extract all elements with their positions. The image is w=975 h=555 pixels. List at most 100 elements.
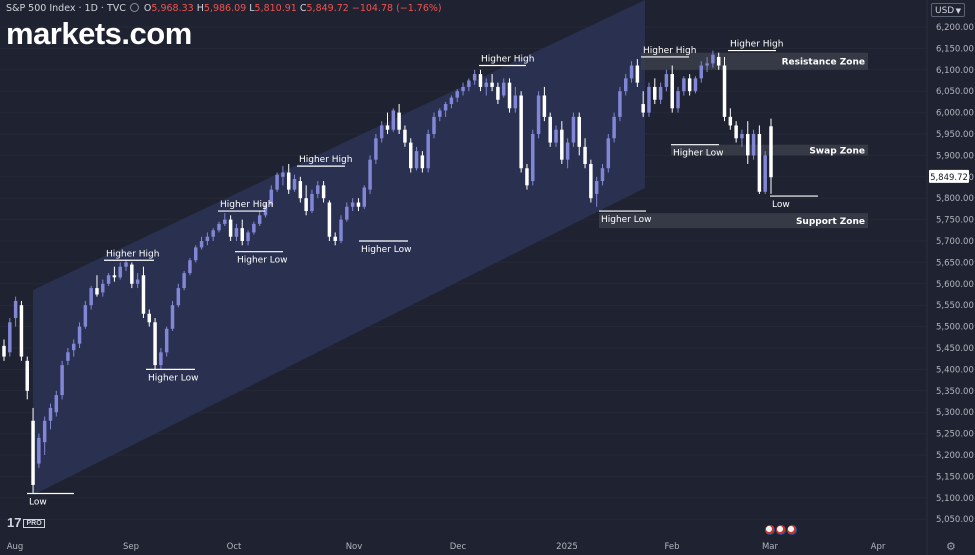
candle-body — [525, 168, 529, 186]
candle-body — [606, 138, 611, 169]
candle-body — [292, 178, 297, 190]
candle-body — [623, 78, 628, 92]
candle-body — [554, 129, 558, 143]
y-tick-label: 5,550.00 — [936, 301, 974, 311]
y-tick-label: 5,050.00 — [936, 515, 974, 525]
candle-body — [740, 134, 744, 139]
zone-label: Swap Zone — [809, 147, 865, 157]
candle-body — [536, 95, 541, 134]
currency-select[interactable]: USD ▼ — [931, 3, 965, 17]
candle-body — [321, 185, 326, 199]
y-tick-label: 6,200.00 — [936, 23, 974, 33]
candle-body — [275, 174, 279, 190]
annotations: Low Higher High Higher Low Higher High Highe… — [27, 40, 818, 508]
candle-body — [699, 65, 704, 79]
candle-body — [478, 74, 483, 87]
candle-body — [385, 125, 390, 130]
y-tick-label: 5,600.00 — [936, 280, 974, 290]
candle-body — [560, 129, 564, 160]
candle-body — [647, 86, 651, 113]
candle-body — [176, 288, 181, 306]
candle-body — [484, 82, 489, 87]
y-tick-label: 5,100.00 — [936, 494, 974, 504]
candle-body — [37, 437, 41, 464]
candle-body — [722, 65, 727, 117]
us-flag-icon[interactable] — [765, 525, 775, 535]
y-tick-label: 5,200.00 — [936, 451, 974, 461]
candle-body — [310, 193, 314, 212]
candle-body — [25, 360, 29, 391]
gear-icon[interactable]: ⚙ — [946, 540, 956, 553]
x-tick-label: Mar — [762, 542, 779, 552]
annotation-label: Higher Low — [148, 373, 199, 383]
y-tick-label: 6,100.00 — [936, 66, 974, 76]
candle-body — [170, 305, 175, 329]
candle-body — [757, 134, 762, 192]
candle-body — [362, 187, 367, 207]
candle-body — [565, 142, 570, 160]
candle-body — [513, 95, 518, 109]
candle-body — [71, 343, 76, 351]
symbol-info-bar: S&P 500 Index · 1D · TVC O5,968.33 H5,986… — [6, 3, 442, 14]
currency-label: USD — [935, 6, 955, 16]
candle-body — [397, 112, 401, 130]
candle-body — [234, 228, 239, 237]
candle-body — [746, 134, 750, 156]
y-tick-label: 6,050.00 — [936, 87, 974, 97]
candle-body — [240, 228, 244, 241]
candle-body — [594, 181, 599, 194]
candle-body — [693, 78, 698, 92]
candle-body — [350, 202, 355, 207]
last-price-marker: 5,849.72 — [929, 169, 969, 183]
candle-body — [118, 266, 122, 278]
candle-body — [507, 82, 512, 109]
x-tick-label: Aug — [7, 542, 24, 552]
candle-body — [531, 134, 535, 182]
change-value: −104.78 (−1.76%) — [351, 3, 442, 14]
zone-label: Resistance Zone — [782, 58, 865, 68]
candle-body — [141, 275, 146, 314]
last-price-label: 5,849.72 — [930, 173, 968, 183]
candle-body — [298, 181, 303, 199]
annotation-label: Low — [29, 498, 47, 508]
candle-body — [391, 110, 396, 130]
candle-body — [223, 219, 227, 224]
tradingview-logo[interactable]: 17 PRO — [7, 515, 45, 530]
candle-body — [252, 223, 256, 233]
candle-body — [490, 82, 494, 87]
status-dot-icon — [129, 3, 139, 12]
price-axis[interactable]: 6,200.00 6,150.00 6,100.00 6,050.00 6,000.00… — [936, 23, 974, 525]
candle-body — [472, 74, 477, 81]
candle-body — [217, 223, 221, 231]
candle-body — [130, 264, 134, 284]
candle-body — [77, 326, 82, 344]
last-price-box — [929, 169, 969, 183]
candle-body — [618, 91, 622, 117]
y-tick-label: 5,800.00 — [936, 194, 974, 204]
candle-body — [199, 241, 204, 248]
candle-body — [164, 328, 169, 353]
symbol-title[interactable]: S&P 500 Index · 1D · TVC — [6, 3, 126, 14]
candle-body — [54, 395, 59, 413]
candle-body — [687, 78, 692, 92]
x-tick-label: Feb — [664, 542, 679, 552]
candle-body — [711, 54, 715, 64]
brand-logo: markets.com — [6, 16, 192, 51]
us-flag-icon[interactable] — [776, 525, 786, 535]
candle-body — [101, 283, 105, 293]
candle-body — [66, 352, 70, 361]
y-tick-label: 5,900.00 — [936, 151, 974, 161]
candle-body — [327, 202, 332, 237]
us-flag-icon[interactable] — [787, 525, 797, 535]
y-tick-label: 5,250.00 — [936, 430, 974, 440]
candle-body — [641, 104, 645, 113]
candle-body — [368, 159, 372, 190]
time-axis[interactable]: Aug Sep Oct Nov Dec 2025 Feb Mar Apr — [7, 542, 886, 552]
y-tick-label: 5,500.00 — [936, 323, 974, 333]
candle-body — [734, 125, 738, 139]
economic-events[interactable] — [765, 520, 798, 539]
candle-body — [519, 95, 523, 169]
y-tick-label: 5,300.00 — [936, 408, 974, 418]
candle-body — [414, 151, 419, 169]
